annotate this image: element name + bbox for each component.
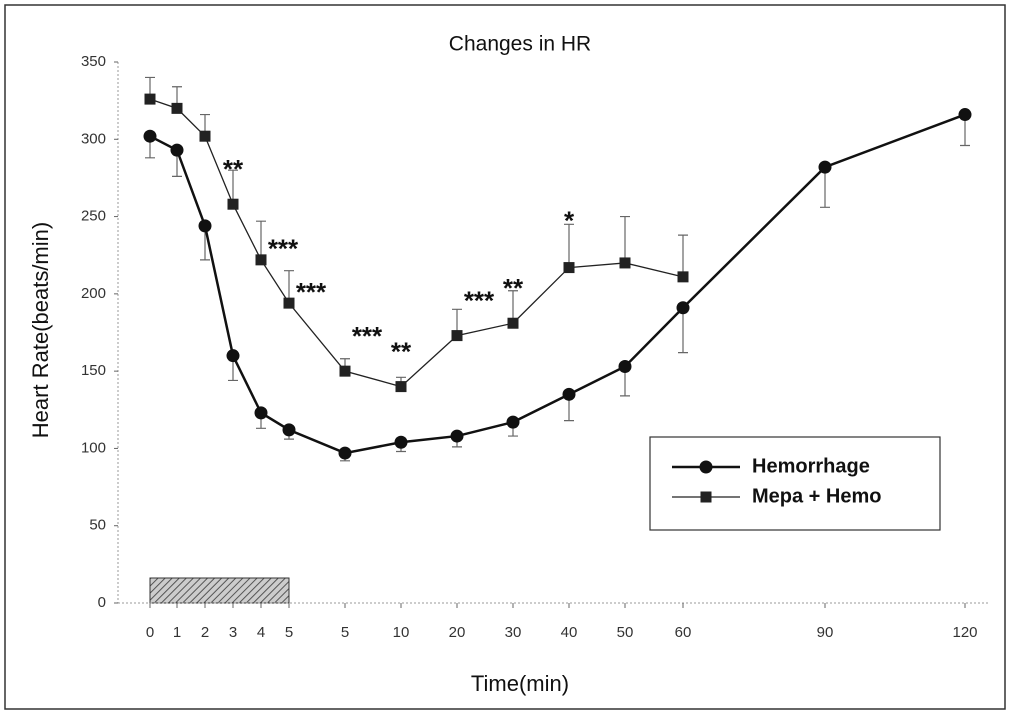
x-tick-label: 50 [617,624,634,641]
data-point [394,435,408,449]
legend-label: Mepa + Hemo [752,485,881,507]
significance: ** [391,336,412,366]
data-point [254,406,268,420]
frame [4,4,1006,710]
error-bar [620,215,630,263]
error-bar [678,234,688,277]
y-tick-label: 300 [81,130,106,147]
legend-marker [699,460,713,474]
data-point [395,381,407,393]
data-point [198,219,212,233]
data-point [562,387,576,401]
data-point [283,297,295,309]
legend-marker [700,491,712,503]
data-point [619,257,631,269]
x-tick-label: 20 [449,624,466,641]
x-tick-label: 60 [675,624,692,641]
y-tick-label: 350 [81,53,106,70]
data-point [199,130,211,142]
significance: *** [464,285,495,315]
data-point [450,429,464,443]
data-point [677,271,689,283]
error-bar [820,167,830,208]
legend-box [649,436,941,531]
x-tick-label: 40 [561,624,578,641]
y-axis-label: Heart Rate(beats/min) [28,222,53,438]
data-point [227,198,239,210]
data-point [338,446,352,460]
data-point [958,108,972,122]
legend-label: Hemorrhage [752,455,870,477]
x-tick-label: 120 [952,624,977,641]
error-bar [678,307,688,354]
data-point [143,129,157,143]
chart-title: Changes in HR [449,33,591,56]
x-tick-label: 30 [505,624,522,641]
x-tick-label: 0 [146,624,154,641]
significance: ** [503,273,524,303]
significance: * [564,205,575,235]
data-point [506,415,520,429]
y-tick-label: 150 [81,362,106,379]
data-point [563,262,575,274]
x-tick-label: 4 [257,624,265,641]
x-tick-label: 2 [201,624,209,641]
significance: *** [268,234,299,264]
y-tick-label: 200 [81,285,106,302]
x-tick-label: 5 [341,624,349,641]
data-point [618,360,632,374]
significance: *** [352,321,383,351]
y-tick-label: 50 [89,517,106,534]
x-axis-label: Time(min) [471,671,569,696]
data-point [676,301,690,315]
significance: *** [296,277,327,307]
data-point [282,423,296,437]
x-tick-label: 10 [393,624,410,641]
data-point [226,349,240,363]
y-tick-label: 250 [81,208,106,225]
data-point [170,143,184,157]
x-tick-label: 90 [817,624,834,641]
x-tick-label: 5 [285,624,293,641]
data-point [171,102,183,114]
x-tick-label: 1 [173,624,181,641]
y-tick-label: 100 [81,439,106,456]
data-point [451,330,463,342]
significance: ** [223,154,244,184]
y-tick-label: 0 [98,594,106,611]
data-point [507,317,519,329]
error-bar [564,223,574,268]
error-bar [256,220,266,260]
error-bar [228,169,238,205]
series-line [149,113,966,455]
data-point [255,254,267,266]
data-point [144,93,156,105]
x-tick-label: 3 [229,624,237,641]
hemorrhage-period [149,577,290,604]
data-point [339,365,351,377]
data-point [818,160,832,174]
